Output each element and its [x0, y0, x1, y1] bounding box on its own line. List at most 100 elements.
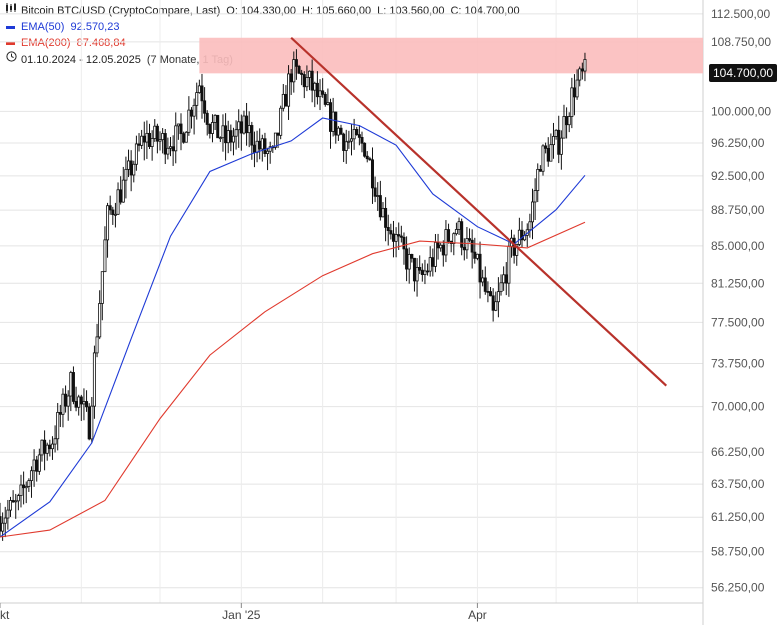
- candle-body: [481, 277, 485, 283]
- candle-body: [494, 301, 498, 311]
- x-tick-label: Okt: [0, 608, 10, 622]
- candle-body: [50, 443, 54, 450]
- candle-body: [192, 104, 196, 117]
- candle-body: [158, 139, 162, 142]
- y-tick-label: 112.500,00: [711, 7, 770, 21]
- candle-body: [140, 135, 144, 146]
- candle-body: [575, 79, 579, 98]
- candle-body: [174, 125, 178, 152]
- candle-body: [567, 116, 571, 126]
- candle-body: [447, 229, 451, 242]
- legend-ema200-row: EMA(200) 87.468,84: [4, 35, 520, 51]
- candle-body: [441, 244, 445, 256]
- candle-body: [124, 168, 128, 181]
- candle-body: [273, 132, 277, 148]
- candle-body: [394, 234, 398, 242]
- candle-body: [200, 85, 204, 102]
- candle-body: [71, 372, 75, 402]
- candle-body: [37, 454, 41, 472]
- candle-body: [470, 239, 474, 253]
- candle-body: [347, 140, 351, 143]
- candle-body: [169, 146, 173, 149]
- ema200-value: 87.468,84: [76, 37, 126, 49]
- candle-body: [426, 270, 430, 273]
- candle-body: [82, 401, 86, 405]
- candle-body: [336, 127, 340, 136]
- candle-body: [218, 137, 222, 140]
- candle-body: [321, 90, 325, 95]
- candle-body: [334, 111, 338, 136]
- candle-body: [504, 274, 508, 284]
- candle-body: [132, 163, 136, 176]
- candle-body: [163, 133, 167, 155]
- candle-body: [302, 74, 306, 88]
- candle-body: [580, 68, 584, 72]
- candle-body: [313, 82, 317, 91]
- candle-body: [397, 234, 401, 237]
- candle-body: [410, 253, 414, 259]
- candle-body: [370, 159, 374, 189]
- downtrend-line: [290, 36, 668, 387]
- candle-body: [58, 412, 62, 415]
- candle-body: [342, 133, 346, 151]
- candle-body: [308, 70, 312, 78]
- candle-body: [66, 395, 70, 407]
- candle-body: [74, 401, 78, 408]
- candle-body: [415, 266, 419, 282]
- candle-body: [242, 115, 246, 134]
- candle-body: [237, 121, 241, 131]
- candle-body: [108, 205, 112, 211]
- candle-body: [515, 244, 519, 256]
- candle-body: [153, 125, 157, 139]
- candle-body: [224, 125, 228, 144]
- candle-body: [483, 277, 487, 292]
- candle-body: [56, 412, 60, 440]
- candle-body: [381, 207, 385, 218]
- candle-body: [85, 401, 89, 408]
- candle-body: [16, 495, 20, 502]
- candle-body: [6, 509, 10, 519]
- candle-body: [0, 516, 2, 532]
- candle-body: [155, 125, 159, 142]
- candle-body: [100, 271, 104, 304]
- candle-body: [565, 116, 569, 126]
- open-label: O:: [226, 5, 238, 17]
- candle-body: [365, 155, 369, 160]
- candle-body: [245, 115, 249, 134]
- candle-body: [431, 257, 435, 267]
- candle-body: [300, 72, 304, 75]
- candle-body: [399, 235, 403, 238]
- candle-body: [489, 291, 493, 297]
- candle-body: [182, 133, 186, 143]
- candle-body: [530, 201, 534, 223]
- candle-body: [134, 143, 138, 165]
- candle-body: [27, 480, 31, 487]
- candle-body: [378, 195, 382, 218]
- candle-body: [473, 251, 477, 259]
- y-tick-label: 100.000,00: [711, 104, 771, 118]
- y-tick-label: 96.250,00: [711, 136, 765, 150]
- candle-body: [203, 100, 207, 114]
- candle-body: [24, 486, 28, 489]
- high-label: H:: [302, 5, 314, 17]
- candle-body: [14, 500, 18, 503]
- candle-body: [331, 111, 335, 132]
- candle-body: [29, 470, 33, 481]
- candle-body: [171, 146, 175, 152]
- candle-body: [150, 138, 154, 147]
- candle-body: [3, 517, 7, 524]
- candle-body: [129, 160, 133, 176]
- candle-body: [507, 245, 511, 284]
- candle-body: [69, 372, 73, 397]
- candle-body: [161, 133, 165, 141]
- resistance-zone: [199, 37, 703, 74]
- candle-body: [454, 229, 458, 235]
- candle-body: [127, 160, 131, 170]
- candle-body: [297, 65, 301, 74]
- candle-body: [189, 109, 193, 117]
- candle-body: [231, 135, 235, 143]
- candle-body: [247, 125, 251, 134]
- candle-body: [292, 59, 296, 83]
- candle-body: [384, 207, 388, 228]
- y-tick-label: 61.250,00: [711, 510, 765, 524]
